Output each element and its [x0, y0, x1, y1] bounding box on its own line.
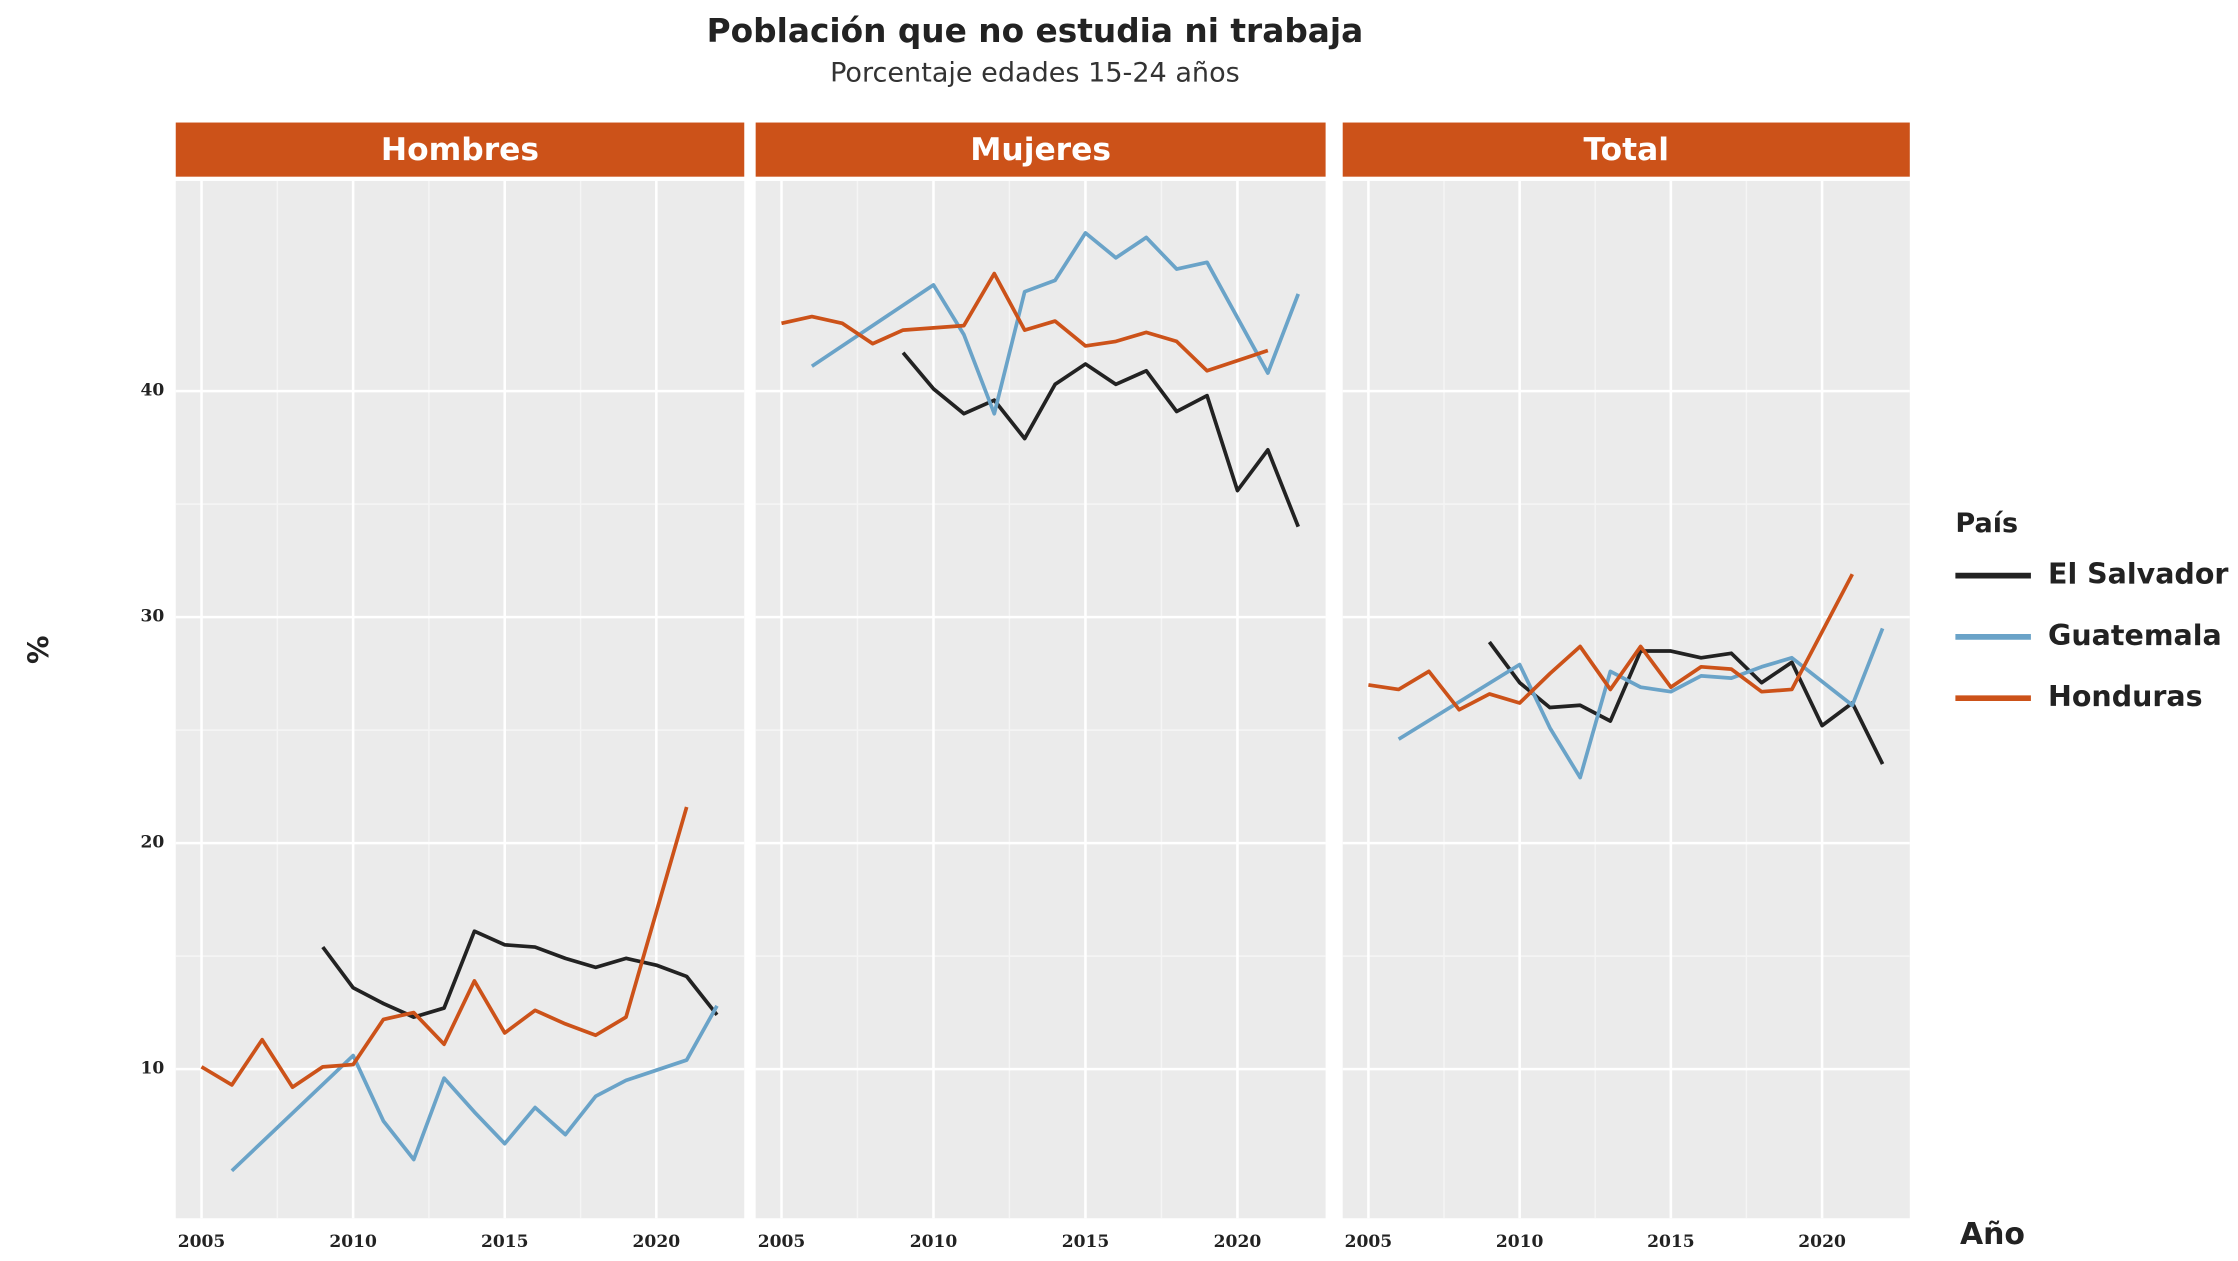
y-tick-label: 30 — [141, 607, 165, 627]
legend-label: Guatemala — [2048, 619, 2222, 652]
x-tick-label: 2010 — [910, 1232, 958, 1252]
y-tick-label: 20 — [141, 833, 165, 853]
line — [1368, 573, 1854, 712]
y-axis-label: % — [22, 635, 55, 664]
x-tick-label: 2020 — [1798, 1232, 1846, 1252]
chart-title: Población que no estudia ni trabaja — [707, 12, 1364, 50]
line — [781, 271, 1269, 373]
strip — [175, 122, 745, 177]
legend-label: El Salvador — [2048, 558, 2228, 591]
x-tick-label: 2010 — [329, 1232, 377, 1252]
line — [230, 1004, 719, 1173]
x-tick-label: 2015 — [481, 1232, 529, 1252]
strip-label: Mujeres — [970, 132, 1111, 168]
panel-background — [1342, 180, 1910, 1219]
line — [810, 231, 1300, 416]
strip — [755, 122, 1326, 177]
legend-title: País — [1955, 508, 2018, 539]
x-tick-label: 2020 — [633, 1232, 681, 1252]
strip-label: Hombres — [381, 132, 539, 168]
x-tick-label: 2005 — [1345, 1232, 1393, 1252]
line — [901, 351, 1300, 528]
panel-background — [175, 180, 745, 1219]
x-tick-label: 2015 — [1647, 1232, 1695, 1252]
line — [321, 929, 719, 1019]
legend-label: Honduras — [2048, 680, 2203, 713]
x-axis-label: Año — [1960, 1217, 2025, 1252]
y-tick-label: 10 — [141, 1059, 165, 1079]
x-tick-label: 2020 — [1214, 1232, 1262, 1252]
x-tick-label: 2010 — [1496, 1232, 1544, 1252]
panel-background — [755, 180, 1326, 1219]
y-tick-label: 40 — [141, 381, 165, 401]
line — [200, 806, 689, 1090]
line — [1487, 640, 1885, 765]
strip — [1342, 122, 1910, 177]
strip-label: Total — [1583, 132, 1669, 168]
x-tick-label: 2005 — [758, 1232, 806, 1252]
chart-subtitle: Porcentaje edades 15-24 años — [830, 58, 1240, 89]
x-tick-label: 2005 — [178, 1232, 226, 1252]
line — [1397, 627, 1885, 780]
x-tick-label: 2015 — [1062, 1232, 1110, 1252]
